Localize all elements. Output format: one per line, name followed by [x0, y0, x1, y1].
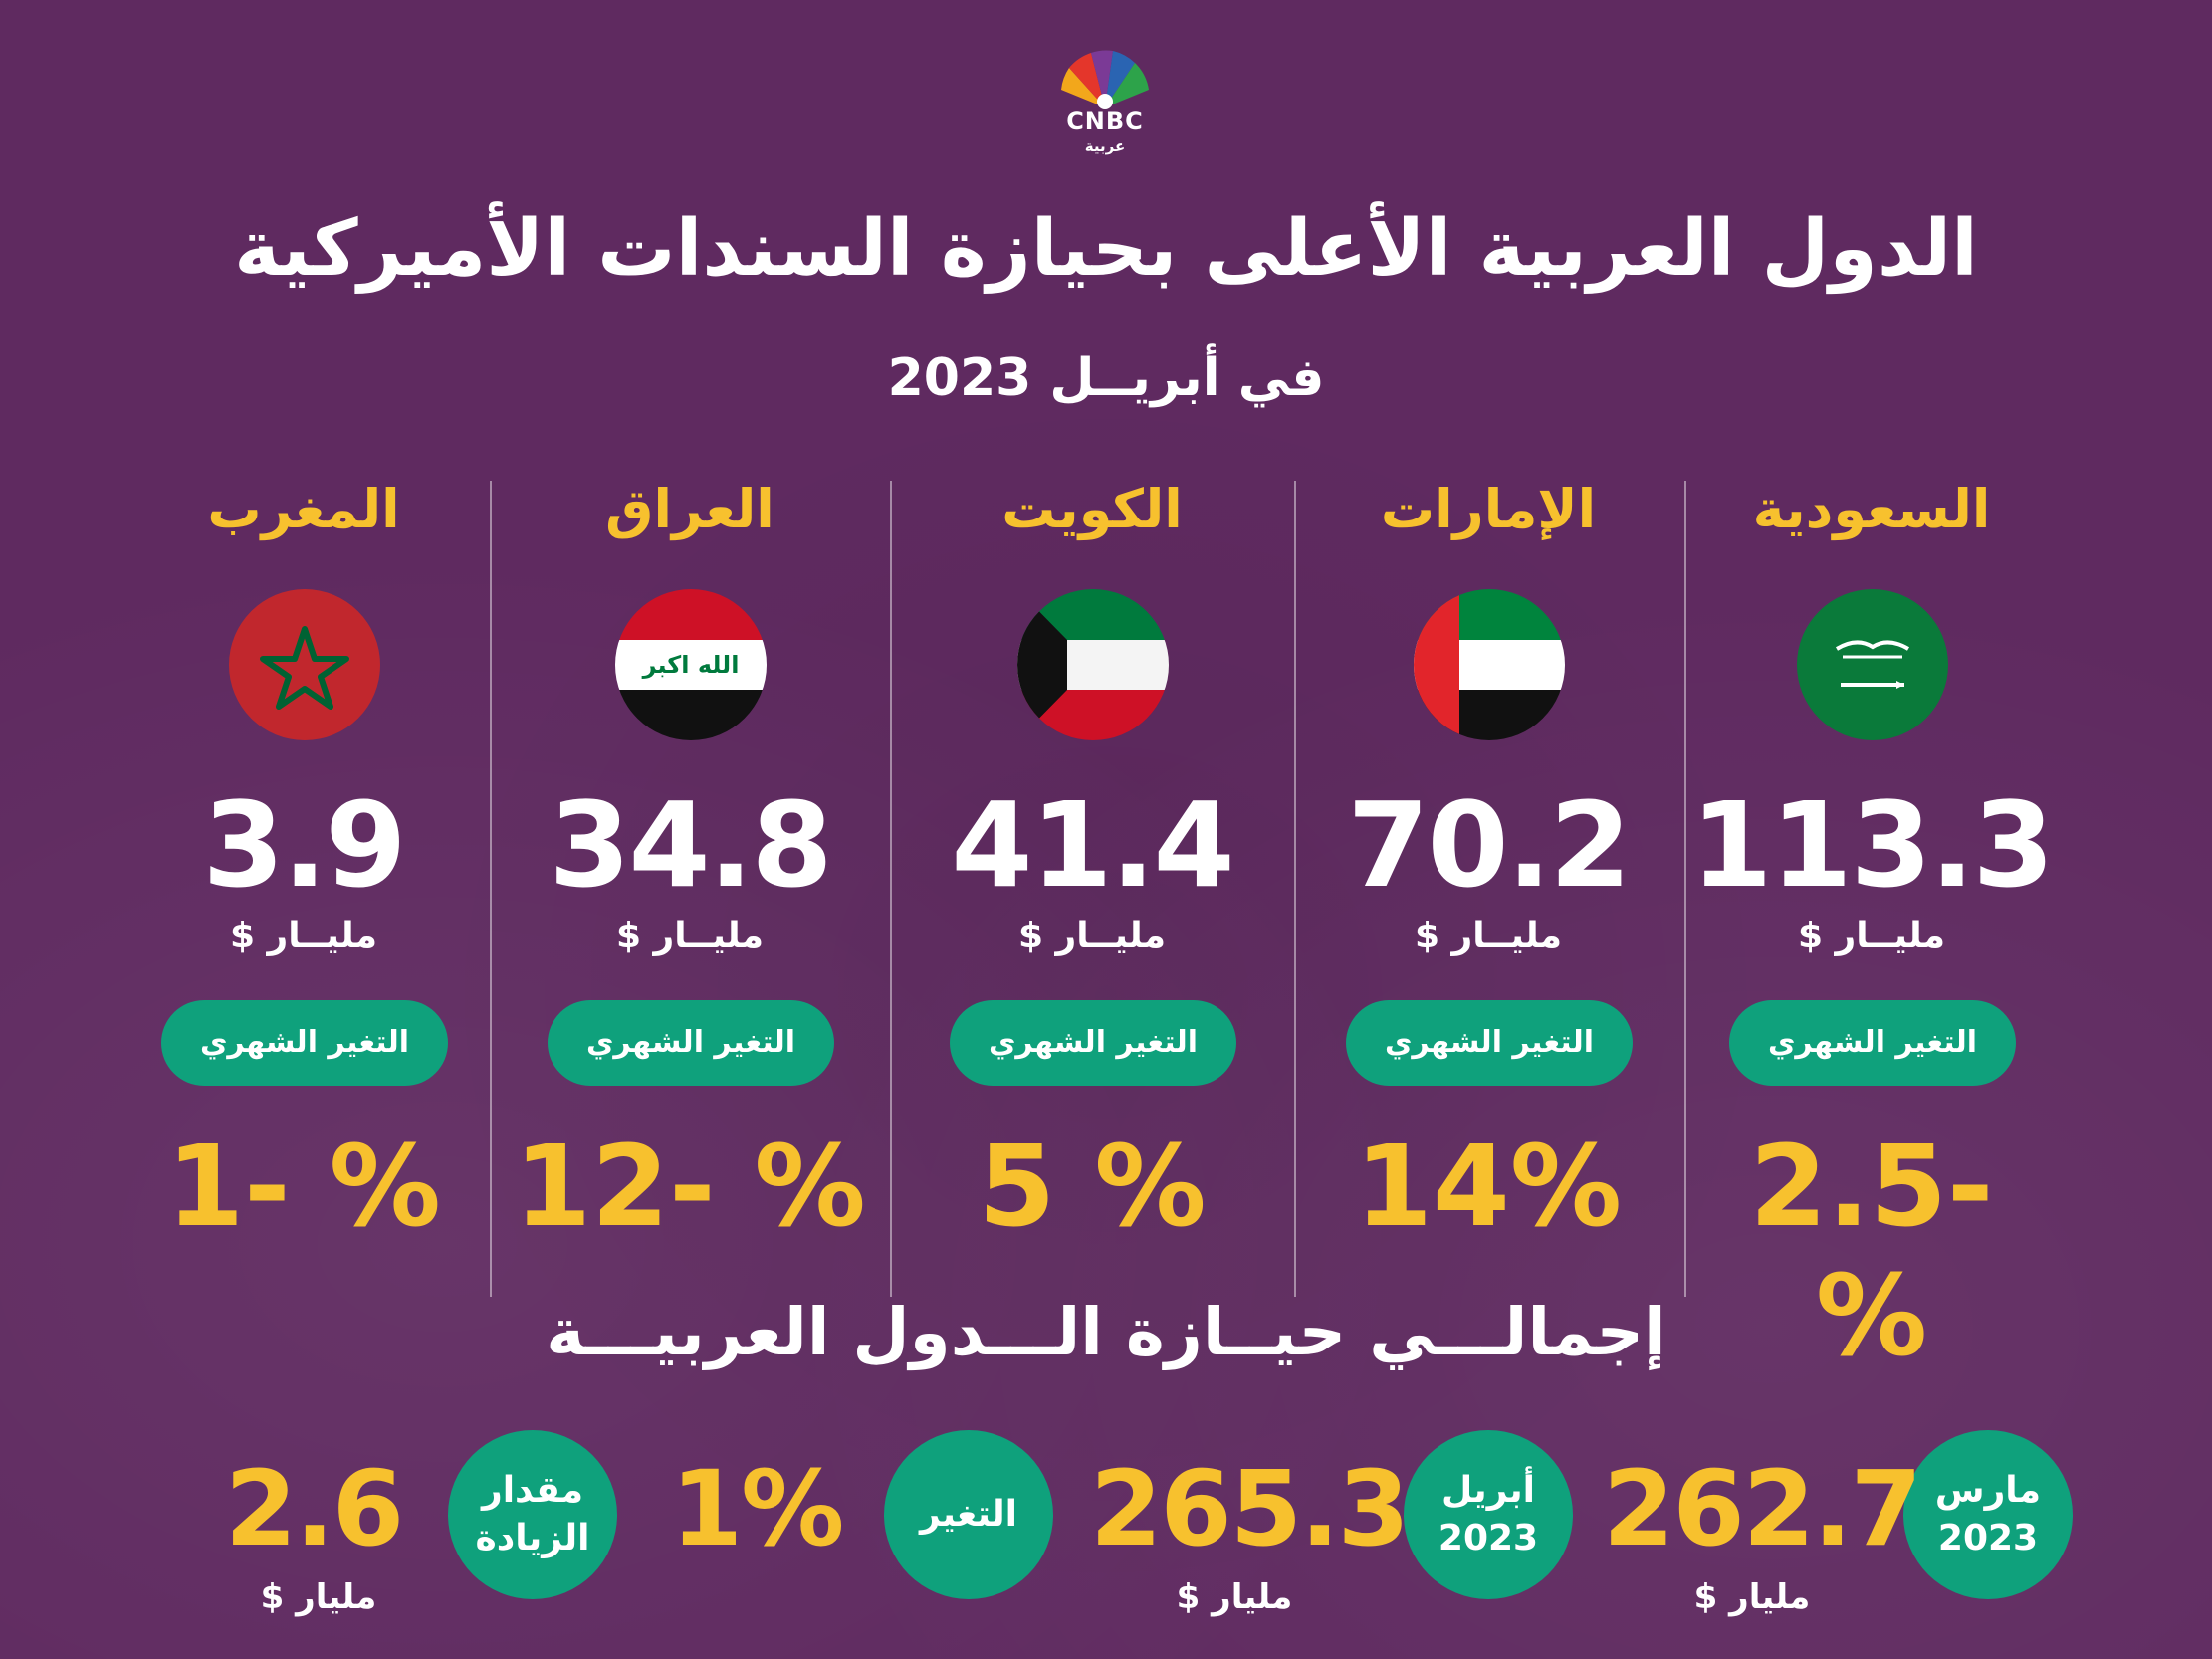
increase-value: 2.6 [224, 1448, 404, 1569]
country-card-morocco: المغرب 3.9 مليــار $ التغير الشهري 1- % [110, 478, 498, 1274]
holding-value: 34.8 [549, 776, 832, 914]
march-total-value: 262.7 [1603, 1448, 1922, 1569]
country-name: السعودية [1752, 478, 1991, 540]
period-year: 2023 [1438, 1518, 1539, 1558]
holding-unit: مليــار $ [1414, 916, 1563, 956]
page-subtitle: في أبريــل 2023 [887, 348, 1325, 408]
period-year: 2023 [1937, 1518, 2039, 1558]
monthly-change-value: 2.5- % [1749, 1123, 1994, 1381]
country-card-saudi: السعودية 113.3 مليــار $ التغير الشهري 2… [1677, 478, 2066, 1381]
increase-label-line2: الزيادة [475, 1518, 590, 1558]
country-card-uae: الإمارات 70.2 مليــار $ التغير الشهري 14… [1294, 478, 1682, 1274]
monthly-change-value: 12- % [514, 1123, 866, 1252]
holding-value: 70.2 [1347, 776, 1631, 914]
monthly-change-badge: التغير الشهري [1346, 1000, 1633, 1086]
totals-title: إجمالـــي حيــازة الـــدول العربيـــة [546, 1294, 1666, 1370]
april-total-value: 265.3 [1090, 1448, 1410, 1569]
country-card-iraq: العراق الله اكبر 34.8 مليــار $ التغير ا… [496, 478, 884, 1274]
change-label: التغير [920, 1494, 1017, 1535]
period-month: أبريل [1441, 1470, 1535, 1511]
country-name: الكويت [1001, 478, 1183, 540]
page-title: الدول العربية الأعلى بحيازة السندات الأم… [234, 204, 1978, 294]
increase-label-line1: مقدار [481, 1470, 584, 1511]
country-card-kuwait: الكويت 41.4 مليــار $ التغير الشهري 5 % [898, 478, 1286, 1274]
column-divider [490, 481, 492, 1297]
column-divider [890, 481, 892, 1297]
monthly-change-value: 1- % [166, 1123, 441, 1252]
holding-value: 3.9 [202, 776, 406, 914]
period-month: مارس [1934, 1470, 2042, 1511]
holding-unit: مليــار $ [615, 916, 765, 956]
april-total-unit: مليار $ [1176, 1577, 1293, 1617]
total-change-value: 1% [670, 1448, 845, 1569]
increase-unit: مليار $ [260, 1577, 377, 1617]
march-period-badge: مارس 2023 [1903, 1430, 2073, 1599]
monthly-change-value: 5 % [978, 1123, 1207, 1252]
increase-badge: مقدار الزيادة [448, 1430, 617, 1599]
holding-value: 113.3 [1690, 776, 2054, 914]
iraq-flag-inscription: الله اكبر [642, 651, 740, 679]
country-name: المغرب [207, 478, 400, 540]
saudi-arabia-flag-icon [1797, 589, 1948, 740]
column-divider [1684, 481, 1686, 1297]
holding-value: 41.4 [951, 776, 1234, 914]
kuwait-flag-icon [1017, 589, 1169, 740]
holding-unit: مليــار $ [1017, 916, 1167, 956]
holding-unit: مليــار $ [229, 916, 378, 956]
holding-unit: مليــار $ [1797, 916, 1946, 956]
logo-subtext: عربية [1084, 137, 1126, 155]
april-period-badge: أبريل 2023 [1404, 1430, 1573, 1599]
morocco-flag-icon [229, 589, 380, 740]
cnbc-peacock-logo [1061, 50, 1149, 109]
march-total-unit: مليار $ [1693, 1577, 1811, 1617]
column-divider [1294, 481, 1296, 1297]
monthly-change-badge: التغير الشهري [161, 1000, 448, 1086]
country-name: العراق [605, 478, 774, 540]
monthly-change-badge: التغير الشهري [1729, 1000, 2016, 1086]
monthly-change-value: 14% [1354, 1123, 1623, 1252]
uae-flag-icon [1414, 589, 1565, 740]
monthly-change-badge: التغير الشهري [950, 1000, 1236, 1086]
iraq-flag-icon: الله اكبر [615, 589, 767, 740]
change-badge: التغير [884, 1430, 1053, 1599]
logo-text: CNBC [1066, 107, 1144, 135]
country-name: الإمارات [1380, 478, 1597, 540]
monthly-change-badge: التغير الشهري [548, 1000, 834, 1086]
